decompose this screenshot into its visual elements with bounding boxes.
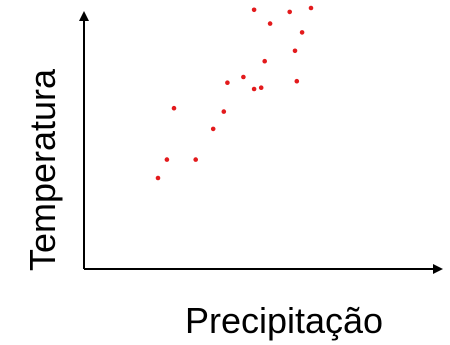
y-axis-label: Temperatura [22, 68, 63, 271]
x-axis-label: Precipitação [185, 300, 383, 341]
data-point-16 [294, 78, 300, 84]
data-point-5 [210, 126, 216, 132]
data-point-2 [164, 157, 170, 162]
data-point-8 [241, 74, 246, 80]
data-point-14 [287, 9, 293, 15]
data-points [155, 5, 314, 181]
data-point-9 [251, 86, 257, 92]
data-point-7 [225, 80, 230, 85]
data-point-13 [267, 21, 273, 26]
data-point-12 [251, 7, 257, 13]
data-point-6 [221, 109, 227, 114]
data-point-3 [171, 105, 177, 111]
data-point-10 [258, 85, 264, 90]
data-point-11 [262, 58, 268, 64]
data-point-4 [193, 157, 198, 162]
data-point-15 [292, 48, 298, 54]
data-point-17 [299, 30, 305, 35]
data-point-1 [155, 175, 161, 181]
data-point-18 [308, 5, 314, 11]
